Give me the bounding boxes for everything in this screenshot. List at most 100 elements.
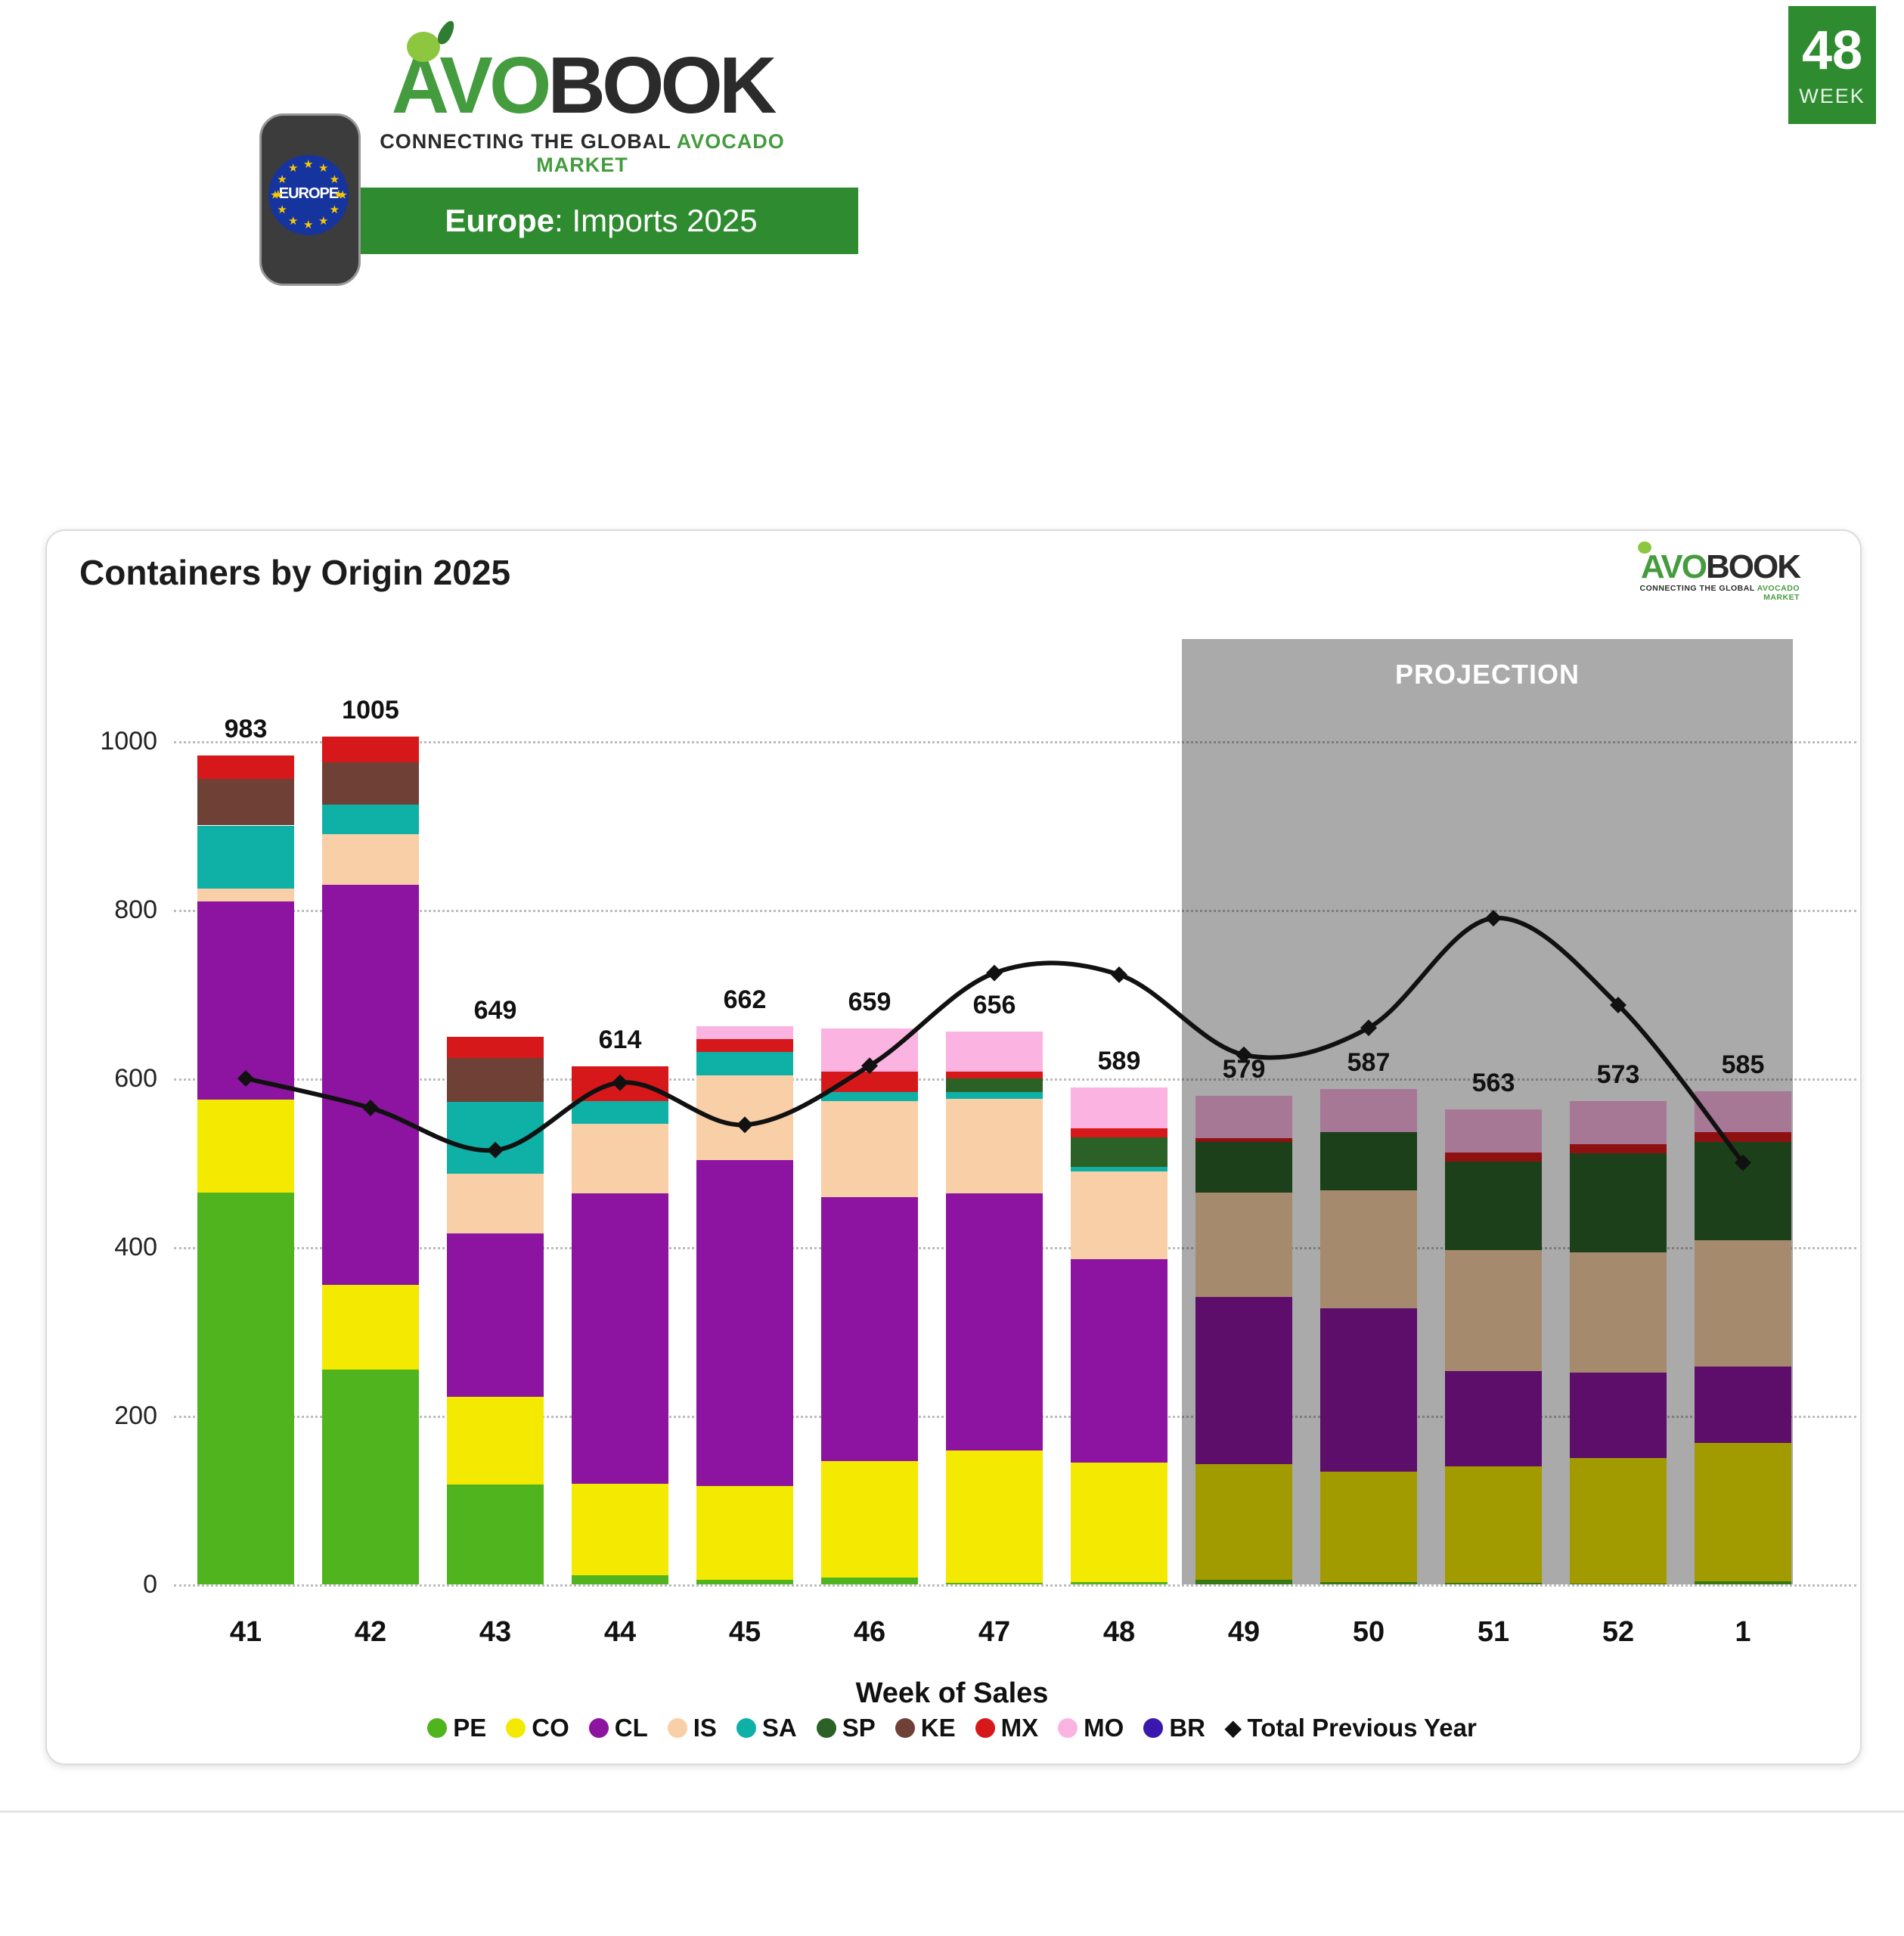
legend-item-IS: IS xyxy=(667,1714,717,1742)
bar-week-45-MO xyxy=(696,1025,793,1039)
legend-item-KE: KE xyxy=(895,1714,956,1742)
x-tick-label-44: 44 xyxy=(603,1616,637,1648)
legend-item-CL: CL xyxy=(588,1714,648,1742)
banner-text: Europe: Imports 2025 xyxy=(445,203,757,239)
bar-week-41-MX xyxy=(197,755,294,780)
star-icon: ★ xyxy=(338,189,347,200)
bar-week-44-PE xyxy=(572,1575,668,1584)
x-tick-label-47: 47 xyxy=(978,1616,1011,1648)
europe-badge-label: ★EUROPE★ xyxy=(271,185,347,202)
legend-label-PE: PE xyxy=(453,1714,487,1742)
x-tick-label-49: 49 xyxy=(1227,1616,1261,1648)
legend-item-CO: CO xyxy=(506,1714,569,1742)
tagline-green: AVOCADO MARKET xyxy=(536,130,785,176)
legend-item-PE: PE xyxy=(427,1714,486,1742)
y-tick-label-1000: 1000 xyxy=(100,727,157,755)
bar-week-46-MX xyxy=(821,1072,918,1092)
bar-week-43-KE xyxy=(447,1058,544,1103)
projection-overlay: PROJECTION xyxy=(1182,639,1793,1584)
bar-week-51-SP xyxy=(1445,1162,1542,1251)
bar-week-48-CO xyxy=(1071,1463,1168,1582)
legend-label-SA: SA xyxy=(761,1714,797,1742)
mini-tagline-green: AVOCADO MARKET xyxy=(1757,584,1800,602)
avobook-logo: AVOBOOK CONNECTING THE GLOBAL AVOCADO MA… xyxy=(363,18,802,177)
bar-week-41-CL xyxy=(197,901,294,1100)
bar-week-43-CO xyxy=(447,1397,544,1485)
mini-tagline-dark: CONNECTING THE GLOBAL xyxy=(1639,584,1755,593)
legend-item-total-previous-year: ◆ Total Previous Year xyxy=(1225,1714,1477,1742)
bar-week-41-KE xyxy=(197,779,294,826)
bar-week-46-PE xyxy=(821,1578,918,1584)
bar-total-label-51: 563 xyxy=(1471,1069,1515,1098)
bar-week-41-SA xyxy=(197,825,294,889)
bar-week-45-IS xyxy=(696,1075,793,1161)
bar-week-45-CO xyxy=(696,1485,793,1581)
bar-week-45-SA xyxy=(696,1052,793,1075)
bar-week-47-MO xyxy=(946,1031,1043,1072)
mini-logo: AVOBOOK CONNECTING THE GLOBAL AVOCADO MA… xyxy=(1611,541,1801,602)
bar-week-45-MX xyxy=(696,1038,793,1053)
legend-dot-SP xyxy=(816,1718,836,1738)
legend-item-SP: SP xyxy=(816,1714,876,1742)
bar-total-label-45: 662 xyxy=(723,985,767,1014)
star-icon: ★ xyxy=(288,162,299,175)
bar-week-47-SP xyxy=(946,1078,1043,1092)
x-tick-label-42: 42 xyxy=(354,1616,387,1648)
bar-week-42-SA xyxy=(322,804,419,834)
bar-week-44-MX xyxy=(572,1066,668,1102)
bar-total-label-50: 587 xyxy=(1347,1048,1391,1078)
legend-dot-SA xyxy=(736,1718,756,1738)
x-tick-label-50: 50 xyxy=(1352,1616,1385,1648)
bar-week-45-CL xyxy=(696,1160,793,1486)
legend-label-MO: MO xyxy=(1084,1714,1124,1742)
star-icon: ★ xyxy=(329,173,340,186)
bar-week-46-CO xyxy=(821,1461,918,1578)
bar-week-49-CO xyxy=(1195,1463,1292,1581)
y-tick-label-400: 400 xyxy=(114,1233,157,1261)
bar-week-47-CL xyxy=(946,1193,1043,1450)
legend-dot-PE xyxy=(427,1718,448,1738)
y-tick-label-0: 0 xyxy=(143,1570,157,1599)
bar-week-50-PE xyxy=(1320,1581,1417,1584)
bar-week-48-PE xyxy=(1071,1581,1168,1584)
x-tick-label-46: 46 xyxy=(853,1616,886,1648)
bar-total-label-42: 1005 xyxy=(342,696,399,725)
bar-week-42-PE xyxy=(322,1369,419,1584)
legend-dot-MX xyxy=(975,1718,995,1738)
bar-week-1-PE xyxy=(1695,1581,1791,1584)
grid-line-800 xyxy=(174,910,1856,912)
legend-label-CL: CL xyxy=(614,1714,648,1742)
legend: PE CO CL IS SA SP KE MX MO BR ◆ Total Previous Year xyxy=(45,1714,1859,1742)
bar-week-48-MX xyxy=(1071,1128,1168,1138)
bar-week-45-PE xyxy=(696,1580,793,1584)
legend-label-total-previous-year: Total Previous Year xyxy=(1247,1714,1477,1742)
legend-item-MX: MX xyxy=(975,1714,1038,1742)
xaxis-title: Week of Sales xyxy=(855,1677,1049,1709)
mini-logo-avo: AVO xyxy=(1640,548,1707,585)
bar-week-52-CO xyxy=(1570,1457,1667,1584)
star-icon: ★ xyxy=(303,158,314,171)
bar-week-50-CL xyxy=(1320,1308,1417,1472)
bar-total-label-47: 656 xyxy=(972,990,1016,1019)
bar-week-44-SA xyxy=(572,1101,668,1125)
bar-week-48-SA xyxy=(1071,1167,1168,1171)
bar-week-47-MX xyxy=(946,1072,1043,1078)
star-icon: ★ xyxy=(329,203,340,216)
bar-week-52-SP xyxy=(1570,1153,1667,1252)
legend-dot-MO xyxy=(1058,1718,1078,1738)
x-tick-label-52: 52 xyxy=(1602,1616,1635,1648)
bar-total-label-1: 585 xyxy=(1721,1050,1765,1079)
line-point-47 xyxy=(986,964,1003,982)
bar-total-label-44: 614 xyxy=(598,1025,642,1055)
chart-title: Containers by Origin 2025 xyxy=(79,553,511,592)
bar-week-47-IS xyxy=(946,1098,1043,1193)
y-tick-label-200: 200 xyxy=(114,1401,157,1430)
grid-line-1000 xyxy=(174,741,1856,743)
star-icon: ★ xyxy=(333,188,344,201)
x-tick-label-48: 48 xyxy=(1102,1616,1136,1648)
star-icon: ★ xyxy=(288,214,299,228)
banner-rest: : Imports 2025 xyxy=(554,203,758,238)
x-tick-label-1: 1 xyxy=(1735,1616,1751,1648)
bar-week-46-SA xyxy=(821,1091,918,1102)
